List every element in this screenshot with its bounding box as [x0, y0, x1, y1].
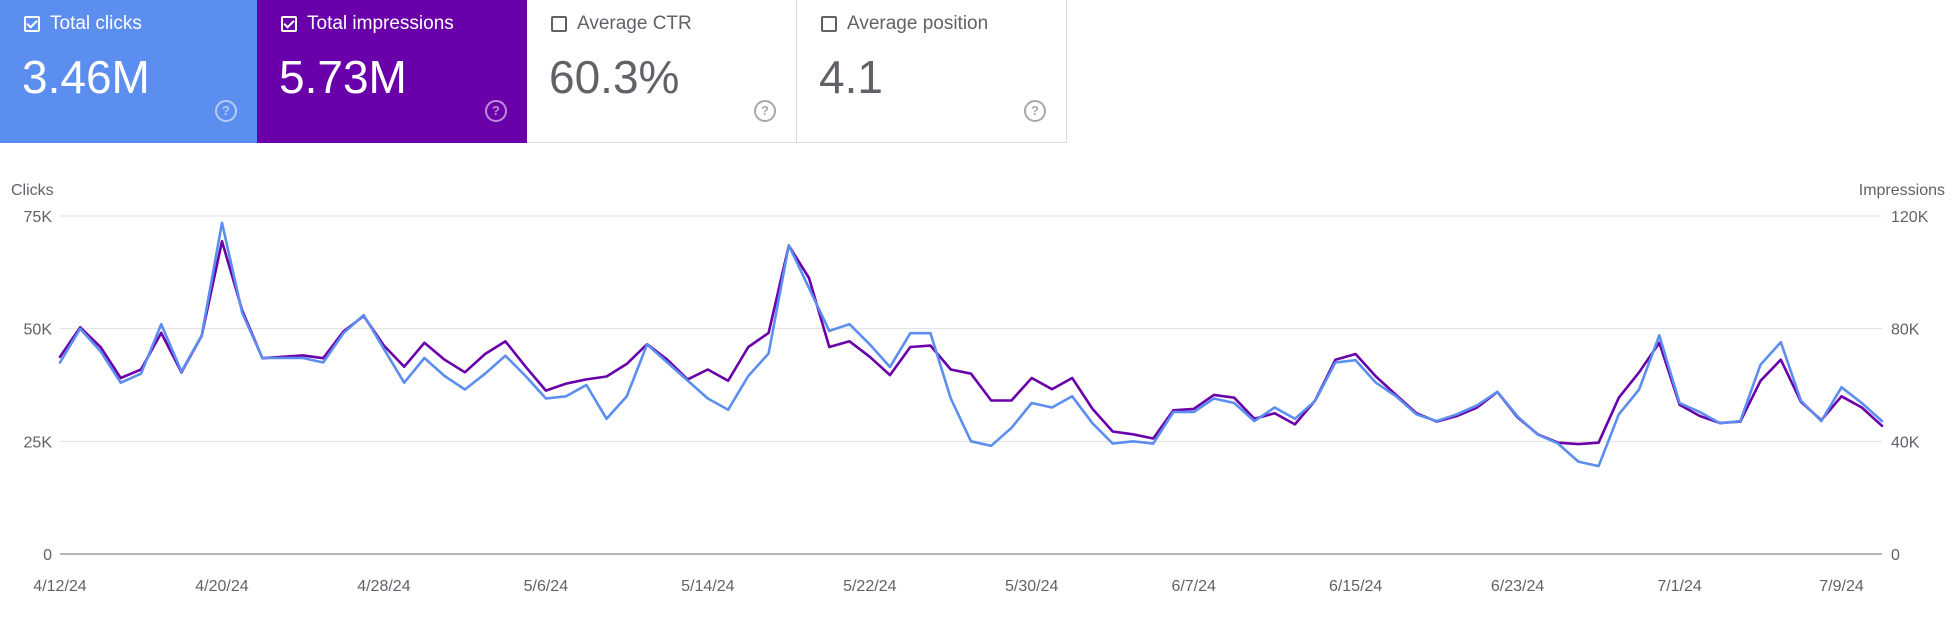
- series-line-impressions: [58, 240, 1884, 446]
- help-circle-icon[interactable]: ?: [485, 100, 507, 122]
- help-circle-icon[interactable]: ?: [215, 100, 237, 122]
- total-clicks-card[interactable]: Total clicks 3.46M ?: [0, 0, 257, 143]
- average-position-card[interactable]: Average position 4.1 ?: [797, 0, 1067, 143]
- x-axis-ticks: 4/12/24 4/20/24 4/28/24 5/6/24 5/14/24 5/22/2…: [33, 578, 1864, 595]
- help-circle-icon[interactable]: ?: [754, 100, 776, 122]
- x-tick-label: 5/14/24: [681, 578, 734, 595]
- y-left-tick-label: 50K: [24, 322, 53, 339]
- y-left-tick-label: 0: [43, 547, 52, 564]
- x-tick-label: 7/9/24: [1819, 578, 1864, 595]
- x-tick-label: 5/6/24: [524, 578, 569, 595]
- series-lines: [58, 221, 1884, 468]
- x-tick-label: 5/30/24: [1005, 578, 1058, 595]
- y-right-tick-label: 120K: [1891, 209, 1929, 226]
- total-clicks-value: 3.46M: [22, 51, 150, 103]
- x-tick-label: 4/20/24: [195, 578, 248, 595]
- performance-chart[interactable]: Clicks Impressions 0 25K 50K 75K 0 40K 80K 120…: [0, 170, 1959, 610]
- total-impressions-checkbox[interactable]: [281, 16, 297, 32]
- metric-cards: Total clicks 3.46M ? Total impressions 5…: [0, 0, 1067, 143]
- x-tick-label: 7/1/24: [1657, 578, 1702, 595]
- total-impressions-value: 5.73M: [279, 51, 407, 103]
- total-clicks-checkbox[interactable]: [24, 16, 40, 32]
- average-position-label: Average position: [847, 13, 989, 34]
- x-tick-label: 6/23/24: [1491, 578, 1544, 595]
- x-tick-label: 6/15/24: [1329, 578, 1382, 595]
- series-line-clicks: [58, 221, 1884, 468]
- x-tick-label: 6/7/24: [1171, 578, 1216, 595]
- card-header: Total impressions: [281, 13, 454, 35]
- y-left-tick-label: 75K: [24, 209, 53, 226]
- x-tick-label: 5/22/24: [843, 578, 896, 595]
- card-header: Average CTR: [551, 13, 692, 35]
- y-right-tick-label: 80K: [1891, 322, 1920, 339]
- total-clicks-label: Total clicks: [50, 13, 142, 34]
- y-axis-left-ticks: 0 25K 50K 75K: [24, 209, 53, 564]
- help-circle-icon[interactable]: ?: [1024, 100, 1046, 122]
- average-ctr-checkbox[interactable]: [551, 16, 567, 32]
- total-impressions-label: Total impressions: [307, 13, 454, 34]
- x-tick-label: 4/12/24: [33, 578, 86, 595]
- average-position-checkbox[interactable]: [821, 16, 837, 32]
- x-tick-label: 4/28/24: [357, 578, 410, 595]
- total-impressions-card[interactable]: Total impressions 5.73M ?: [257, 0, 527, 143]
- y-axis-right-ticks: 0 40K 80K 120K: [1891, 209, 1929, 564]
- y-right-tick-label: 0: [1891, 547, 1900, 564]
- card-header: Total clicks: [24, 13, 142, 35]
- card-header: Average position: [821, 13, 988, 35]
- y-axis-left-title: Clicks: [11, 182, 54, 199]
- y-left-tick-label: 25K: [24, 434, 53, 451]
- average-ctr-card[interactable]: Average CTR 60.3% ?: [527, 0, 797, 143]
- average-ctr-label: Average CTR: [577, 13, 692, 34]
- average-position-value: 4.1: [819, 51, 883, 103]
- average-ctr-value: 60.3%: [549, 51, 680, 103]
- grid-lines: [60, 215, 1882, 555]
- y-axis-right-title: Impressions: [1859, 182, 1945, 199]
- y-right-tick-label: 40K: [1891, 434, 1920, 451]
